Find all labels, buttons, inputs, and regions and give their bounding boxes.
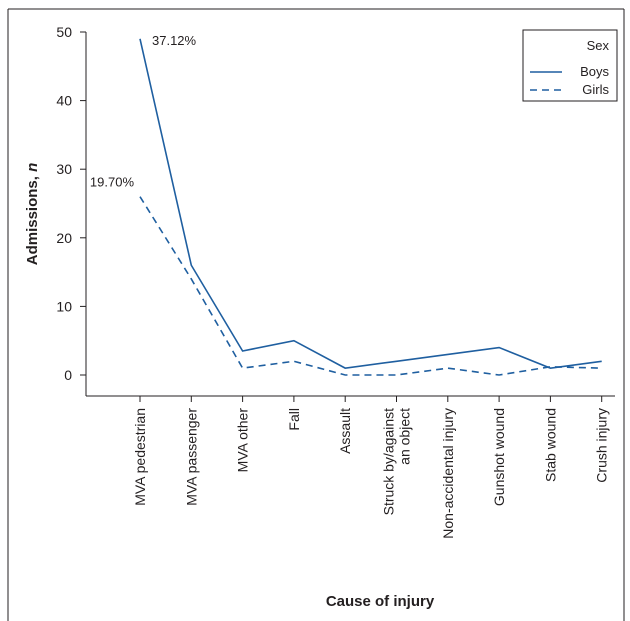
series-layer xyxy=(139,38,604,376)
y-ticks: 0 10 20 30 40 50 xyxy=(56,24,86,383)
legend-title: Sex xyxy=(587,38,610,53)
series-line-girls xyxy=(139,196,602,376)
x-tick-label: an object xyxy=(397,408,413,465)
y-axis-title: Admissions, n xyxy=(24,163,41,266)
y-tick-label: 10 xyxy=(56,298,72,314)
series-line-boys xyxy=(139,38,602,369)
x-tick-label: Stab wound xyxy=(542,408,558,482)
legend-girls-label: Girls xyxy=(582,82,609,97)
x-axis-title: Cause of injury xyxy=(326,593,435,610)
x-tick-label: Struck by/against xyxy=(381,408,397,515)
data-point-girls xyxy=(600,366,604,370)
y-tick-label: 0 xyxy=(64,367,72,383)
y-tick-label: 30 xyxy=(56,161,72,177)
x-ticks: MVA pedestrian MVA passenger MVA other Fall… xyxy=(132,396,610,539)
y-tick-label: 20 xyxy=(56,230,72,246)
y-tick-label: 50 xyxy=(56,24,72,40)
x-tick-label: Crush injury xyxy=(594,408,610,483)
annotation-boys: 37.12% xyxy=(152,33,197,48)
legend: Sex Boys Girls xyxy=(522,29,618,102)
x-tick-label: Non-accidental injury xyxy=(440,408,456,539)
x-tick-label: Gunshot wound xyxy=(491,408,507,506)
annotation-girls: 19.70% xyxy=(90,175,135,190)
y-tick-label: 40 xyxy=(56,93,72,109)
x-tick-label: MVA passenger xyxy=(183,408,199,506)
y-axis-title-italic: n xyxy=(24,163,41,172)
x-tick-label: Fall xyxy=(286,408,302,431)
x-tick-label: MVA other xyxy=(235,408,251,473)
legend-box xyxy=(522,29,618,102)
annotations: 37.12% 19.70% xyxy=(90,33,197,190)
x-tick-label: MVA pedestrian xyxy=(132,408,148,506)
x-tick-label: Assault xyxy=(337,408,353,454)
legend-boys-label: Boys xyxy=(580,64,609,79)
y-axis-title-main: Admissions, xyxy=(24,172,41,265)
